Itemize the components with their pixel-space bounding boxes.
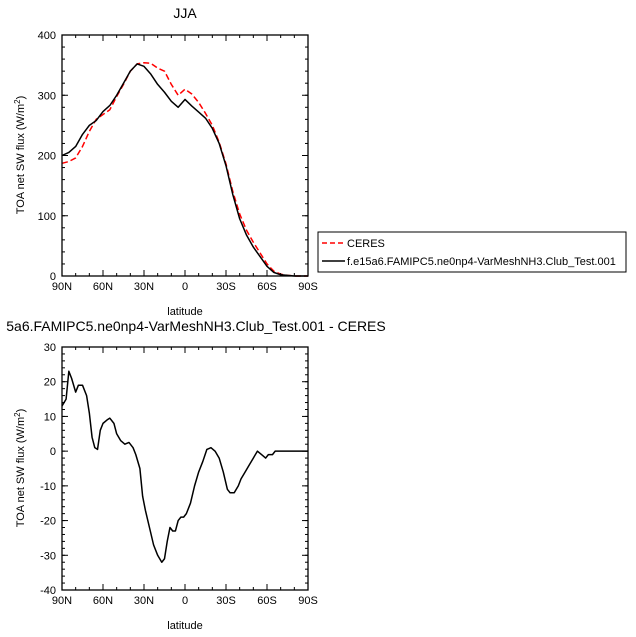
x-tick-label: 90N: [52, 595, 72, 607]
chart-bottom-y-axis-label: TOA net SW flux (W/m2): [13, 409, 27, 528]
chart-top-x-ticks: 90N 60N 30N 0 30S 60S 90S: [52, 35, 318, 293]
y-tick-label: 20: [44, 377, 56, 389]
chart-top-y-ticks: 0 100 200 300 400: [38, 30, 308, 283]
chart-bottom: 5a6.FAMIPC5.ne0np4-VarMeshNH3.Club_Test.…: [6, 318, 385, 632]
y-tick-label: -40: [40, 585, 56, 597]
y-tick-label: -10: [40, 481, 56, 493]
chart-top-lines: [61, 61, 308, 277]
y-tick-label: 0: [50, 271, 56, 283]
y-tick-label: 400: [38, 30, 56, 42]
x-tick-label: 0: [182, 281, 188, 293]
series-line-1: [61, 61, 308, 277]
chart-top-y-axis-label: TOA net SW flux (W/m2): [13, 96, 27, 215]
chart-bottom-x-ticks: 90N 60N 30N 0 30S 60S 90S: [52, 347, 318, 607]
series-line-2: [61, 63, 308, 277]
x-tick-label: 30N: [134, 595, 154, 607]
series-line-1: [61, 370, 308, 563]
chart-top-x-axis-label: latitude: [167, 306, 202, 318]
chart-bottom-x-axis-label: latitude: [167, 620, 202, 632]
y-tick-label: 30: [44, 342, 56, 354]
y-tick-label: 0: [50, 446, 56, 458]
chart-bottom-plot-frame: [61, 346, 309, 591]
x-tick-label: 0: [182, 595, 188, 607]
chart-bottom-title: 5a6.FAMIPC5.ne0np4-VarMeshNH3.Club_Test.…: [6, 318, 385, 334]
x-tick-label: 90N: [52, 281, 72, 293]
legend-model-label: f.e15a6.FAMIPC5.ne0np4-VarMeshNH3.Club_T…: [347, 256, 616, 268]
x-tick-label: 60N: [93, 595, 113, 607]
y-tick-label: -30: [40, 550, 56, 562]
x-tick-label: 60S: [257, 595, 277, 607]
x-tick-label: 60S: [257, 281, 277, 293]
x-tick-label: 30S: [216, 281, 236, 293]
x-tick-label: 30N: [134, 281, 154, 293]
y-tick-label: -20: [40, 516, 56, 528]
x-tick-label: 90S: [298, 595, 318, 607]
chart-bottom-lines: [61, 370, 308, 563]
y-tick-label: 10: [44, 411, 56, 423]
y-tick-label: 100: [38, 211, 56, 223]
y-tick-label: 300: [38, 90, 56, 102]
y-tick-label: 200: [38, 151, 56, 163]
chart-bottom-y-ticks: -40 -30 -20 -10 0 10 20 30: [40, 342, 308, 597]
chart-top-legend: CERES f.e15a6.FAMIPC5.ne0np4-VarMeshNH3.…: [317, 231, 627, 273]
x-tick-label: 30S: [216, 595, 236, 607]
chart-top: JJA 90N 60N 30N 0 30S 60S 90S 0 100 200 300 400 la…: [13, 5, 627, 318]
chart-top-title: JJA: [173, 5, 197, 21]
chart-top-plot-frame: [61, 34, 309, 277]
legend-box: [317, 231, 627, 273]
x-tick-label: 60N: [93, 281, 113, 293]
legend-ceres-label: CERES: [347, 238, 385, 250]
x-tick-label: 90S: [298, 281, 318, 293]
